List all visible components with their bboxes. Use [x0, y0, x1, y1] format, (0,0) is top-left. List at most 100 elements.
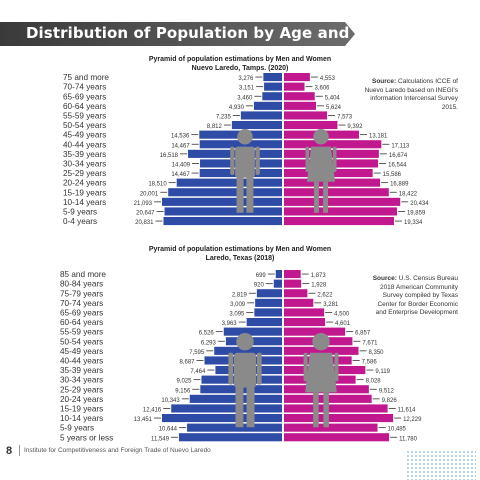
- chart2-source: Source: U.S. Census Bureau 2018 American…: [342, 275, 458, 318]
- chart2-women-value-label: 3,281: [323, 302, 339, 308]
- chart1-category-label: 70-74 years: [63, 83, 106, 92]
- chart1-men-bar: [262, 92, 282, 101]
- chart1-women-bar: [284, 188, 389, 197]
- chart2-men-value-label: 3,963: [222, 321, 238, 327]
- chart2-women-value-label: 4,601: [335, 321, 351, 327]
- chart1-women-bar: [284, 111, 328, 120]
- chart1-men-bar: [176, 178, 282, 187]
- chart1-category-label: 65-69 years: [63, 92, 106, 101]
- chart2-men-value-label: 9,156: [175, 388, 191, 394]
- chart1-women-value-label: 19,334: [404, 220, 423, 226]
- chart2-title: Pyramid of population estimations by Men…: [120, 245, 360, 263]
- chart1-men-value-label: 7,235: [216, 115, 232, 121]
- chart1-men-value-label: 21,093: [134, 201, 153, 207]
- chart2-category-label: 45-49 years: [60, 347, 103, 356]
- chart2-male-icon: [228, 333, 262, 428]
- chart2-men-value-label: 9,025: [176, 379, 192, 385]
- chart2-category-label: 5-9 years: [60, 424, 94, 433]
- chart2-men-value-label: 10,644: [159, 427, 178, 433]
- chart2-women-value-label: 9,119: [375, 369, 390, 375]
- chart2-category-label: 50-54 years: [60, 337, 103, 346]
- chart2-women-value-label: 11,780: [399, 436, 418, 442]
- chart2-men-bar: [246, 318, 282, 327]
- chart1-men-value-label: 3,276: [238, 76, 254, 82]
- chart2-men-value-label: 11,549: [151, 436, 170, 442]
- chart1-women-bar: [284, 207, 397, 216]
- chart2-female-icon: [303, 333, 339, 428]
- chart2-category-label: 25-29 years: [60, 385, 103, 394]
- chart1-category-label: 35-39 years: [63, 150, 106, 159]
- chart1-men-bar: [163, 217, 282, 226]
- chart2-women-value-label: 9,512: [379, 388, 395, 394]
- chart1-men-bar: [240, 111, 282, 120]
- chart1-men-value-label: 20,001: [140, 191, 159, 197]
- chart1-title-line2: Nuevo Laredo, Tamps. (2020): [191, 65, 289, 72]
- chart2-category-label: 70-74 years: [60, 299, 103, 308]
- chart1-women-bar: [284, 92, 315, 101]
- chart2-women-value-label: 9,826: [382, 398, 398, 404]
- chart2-women-bar: [284, 346, 359, 355]
- chart1-men-bar: [168, 188, 282, 197]
- chart1-women-value-label: 5,404: [325, 95, 341, 101]
- chart2-men-value-label: 3,009: [230, 302, 246, 308]
- chart1-title: Pyramid of population estimations by Men…: [120, 55, 360, 73]
- footer-text: Institute for Competitiveness and Foreig…: [24, 447, 211, 454]
- chart1-men-bar: [164, 207, 282, 216]
- chart2-men-bar: [254, 308, 282, 317]
- decorative-dots: [406, 450, 476, 480]
- chart1-women-bar: [284, 82, 305, 91]
- chart2-women-bar: [284, 433, 390, 442]
- chart2-women-bar: [284, 270, 301, 279]
- chart2-category-label: 40-44 years: [60, 357, 103, 366]
- chart2-women-value-label: 7,586: [362, 360, 378, 366]
- chart2-source-line5: and Enterprise Development: [375, 309, 458, 316]
- chart2-source-line4: Center for Border Economic: [377, 300, 458, 308]
- chart2-category-label: 20-24 years: [60, 395, 103, 404]
- chart1-men-bar: [264, 82, 282, 91]
- chart1-men-bar: [231, 121, 282, 130]
- chart2-women-bar: [284, 404, 388, 413]
- chart2-women-value-label: 11,614: [398, 408, 417, 414]
- chart1-women-bar: [284, 101, 316, 110]
- chart1-source-line1: Calculations ICCE of: [398, 78, 458, 85]
- chart1-men-value-label: 3,460: [237, 95, 253, 101]
- chart2-men-value-label: 3,095: [229, 312, 245, 318]
- chart1-men-value-label: 20,831: [135, 220, 154, 226]
- chart2-men-bar: [256, 289, 282, 298]
- chart1-women-value-label: 20,434: [410, 201, 429, 207]
- chart2-source-line2: 2018 American Community: [379, 283, 458, 291]
- chart2-category-label: 30-34 years: [60, 376, 103, 385]
- chart2-men-value-label: 699: [256, 273, 267, 279]
- chart2-category-label: 55-59 years: [60, 328, 103, 337]
- chart1-women-value-label: 7,573: [337, 115, 353, 121]
- chart1-women-value-label: 16,544: [388, 163, 407, 169]
- chart2-men-bar: [178, 433, 282, 442]
- chart1-female-icon: [305, 129, 337, 213]
- chart2-women-value-label: 1,873: [311, 273, 327, 279]
- chart1-women-value-label: 18,422: [399, 191, 418, 197]
- page-number: 8: [6, 445, 13, 457]
- chart2-category-label: 65-69 years: [60, 309, 103, 318]
- chart1-women-value-label: 17,113: [391, 143, 410, 149]
- chart2-women-value-label: 4,500: [334, 312, 350, 318]
- chart2-men-bar: [214, 346, 282, 355]
- chart2-source-line1: U.S. Census Bureau: [398, 275, 458, 282]
- chart1-men-value-label: 8,812: [207, 124, 223, 130]
- chart2-men-value-label: 8,687: [179, 360, 195, 366]
- chart2-category-label: 60-64 years: [60, 318, 103, 327]
- chart2-category-label: 35-39 years: [60, 366, 103, 375]
- chart1-women-value-label: 13,181: [369, 134, 388, 140]
- chart1-category-label: 50-54 years: [63, 121, 106, 130]
- chart2-category-label: 5 years or less: [60, 433, 113, 442]
- chart2-women-bar: [284, 414, 394, 423]
- chart1-source: Source: Calculations ICCE of Nuevo Lared…: [342, 78, 458, 112]
- chart1-category-label: 20-24 years: [63, 179, 106, 188]
- chart1-men-value-label: 4,930: [229, 105, 245, 111]
- chart1-men-value-label: 14,536: [171, 134, 190, 140]
- chart1-women-bar: [284, 178, 381, 187]
- chart1-men-value-label: 14,467: [171, 143, 190, 149]
- chart1-source-line2: Nuevo Laredo based on INEGI's: [364, 86, 458, 94]
- chart1-category-label: 15-19 years: [63, 188, 106, 197]
- chart2-women-value-label: 8,028: [366, 379, 382, 385]
